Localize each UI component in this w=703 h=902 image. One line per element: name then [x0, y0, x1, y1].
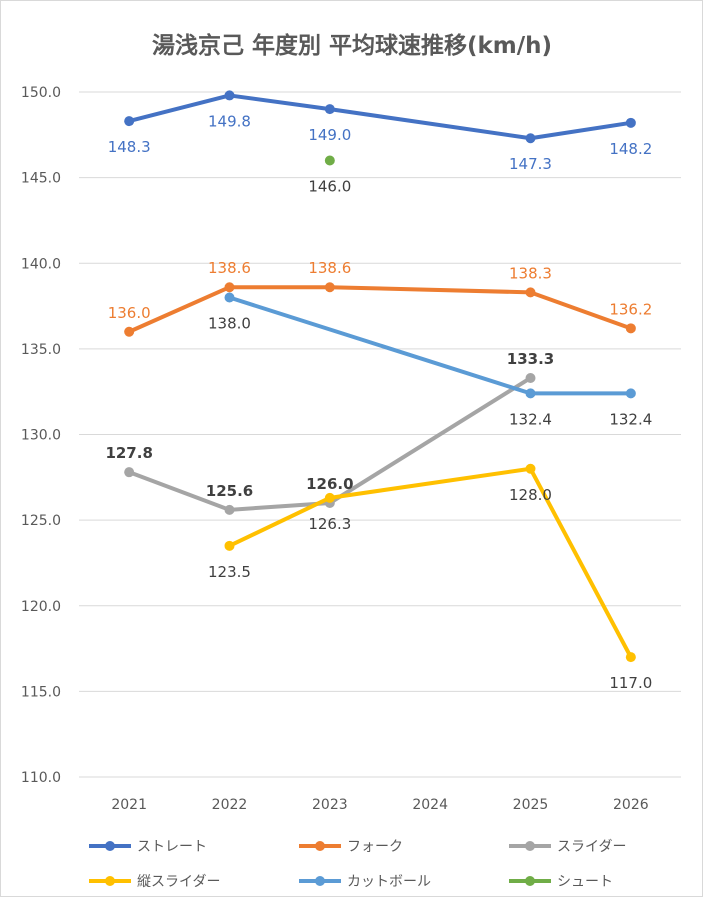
data-point: [324, 104, 335, 115]
y-tick-label: 145.0: [21, 171, 61, 187]
data-label: 147.3: [509, 155, 552, 173]
data-label: 117.0: [609, 674, 652, 692]
series-line-2: [128, 376, 532, 512]
y-tick-label: 110.0: [21, 770, 61, 786]
x-tick-label: 2022: [212, 797, 248, 813]
data-labels: 148.3 149.8 149.0 147.3 148.2 136.0 138.6 138.6…: [105, 112, 652, 692]
y-tick-label: 115.0: [21, 684, 61, 700]
data-point: [625, 652, 636, 663]
data-label: 136.2: [609, 300, 652, 318]
data-point: [525, 133, 536, 144]
data-point: [525, 287, 536, 298]
legend-marker: [525, 841, 535, 851]
data-point: [124, 467, 135, 478]
series-line-4: [228, 295, 631, 396]
data-label: 136.0: [108, 304, 151, 322]
data-label: 128.0: [509, 486, 552, 504]
data-label: 138.3: [509, 264, 552, 282]
data-point: [324, 492, 335, 503]
data-point: [324, 155, 335, 166]
data-label: 149.8: [208, 112, 251, 130]
data-point: [525, 463, 536, 474]
x-axis: 2021 2022 2023 2024 2025 2026: [111, 797, 648, 813]
data-point: [224, 292, 235, 303]
legend-label: フォーク: [347, 839, 403, 855]
legend-label: ストレート: [137, 839, 207, 855]
chart-title: 湯浅京己 年度別 平均球速推移(km/h): [152, 32, 552, 59]
data-point: [224, 90, 235, 101]
legend-label: 縦スライダー: [137, 874, 220, 890]
legend-item: カットボール: [299, 874, 431, 890]
data-point: [525, 372, 536, 383]
data-point: [525, 388, 536, 399]
y-tick-label: 120.0: [21, 599, 61, 615]
data-point: [625, 388, 636, 399]
data-label: 138.6: [208, 259, 251, 277]
data-point: [224, 504, 235, 515]
data-point: [625, 323, 636, 334]
data-label: 127.8: [105, 444, 152, 462]
gridlines: [79, 91, 681, 778]
series-line-0: [128, 93, 632, 141]
series-group: [124, 90, 636, 663]
data-label: 148.2: [609, 140, 652, 158]
data-point: [124, 326, 135, 337]
data-label: 132.4: [609, 410, 652, 428]
data-label: 133.3: [507, 350, 554, 368]
legend-marker: [105, 841, 115, 851]
data-label: 138.0: [208, 315, 251, 333]
data-label: 138.6: [308, 259, 351, 277]
legend-marker: [315, 876, 325, 886]
data-point: [224, 282, 235, 293]
y-tick-label: 140.0: [21, 256, 61, 272]
x-tick-label: 2021: [111, 797, 147, 813]
legend-marker: [105, 876, 115, 886]
data-label: 125.6: [206, 482, 253, 500]
data-point: [324, 282, 335, 293]
data-label: 148.3: [108, 138, 151, 156]
data-label: 149.0: [308, 126, 351, 144]
legend-marker: [315, 841, 325, 851]
data-point: [625, 117, 636, 128]
legend-label: スライダー: [557, 839, 626, 855]
x-tick-label: 2023: [312, 797, 348, 813]
data-label: 126.3: [308, 515, 351, 533]
data-label: 132.4: [509, 410, 552, 428]
data-point: [224, 540, 235, 551]
x-tick-label: 2024: [412, 797, 448, 813]
y-axis: 110.0 115.0 120.0 125.0 130.0 135.0 140.0 145.0…: [21, 85, 61, 786]
series-line-1: [128, 285, 632, 334]
legend-label: カットボール: [347, 874, 431, 890]
legend-label: シュート: [557, 874, 613, 890]
y-tick-label: 135.0: [21, 342, 61, 358]
series-line-3: [228, 466, 633, 659]
legend-item: ストレート: [89, 839, 207, 855]
y-tick-label: 125.0: [21, 513, 61, 529]
legend-item: スライダー: [509, 839, 626, 855]
data-label: 126.0: [306, 475, 353, 493]
legend-item: 縦スライダー: [89, 874, 220, 890]
legend-item: フォーク: [299, 839, 403, 855]
y-tick-label: 150.0: [21, 85, 61, 101]
x-tick-label: 2025: [513, 797, 549, 813]
legend-item: シュート: [509, 874, 613, 890]
y-tick-label: 130.0: [21, 428, 61, 444]
data-label: 123.5: [208, 563, 251, 581]
data-label: 146.0: [308, 178, 351, 196]
data-point: [124, 116, 135, 127]
legend-marker: [525, 876, 535, 886]
x-tick-label: 2026: [613, 797, 649, 813]
